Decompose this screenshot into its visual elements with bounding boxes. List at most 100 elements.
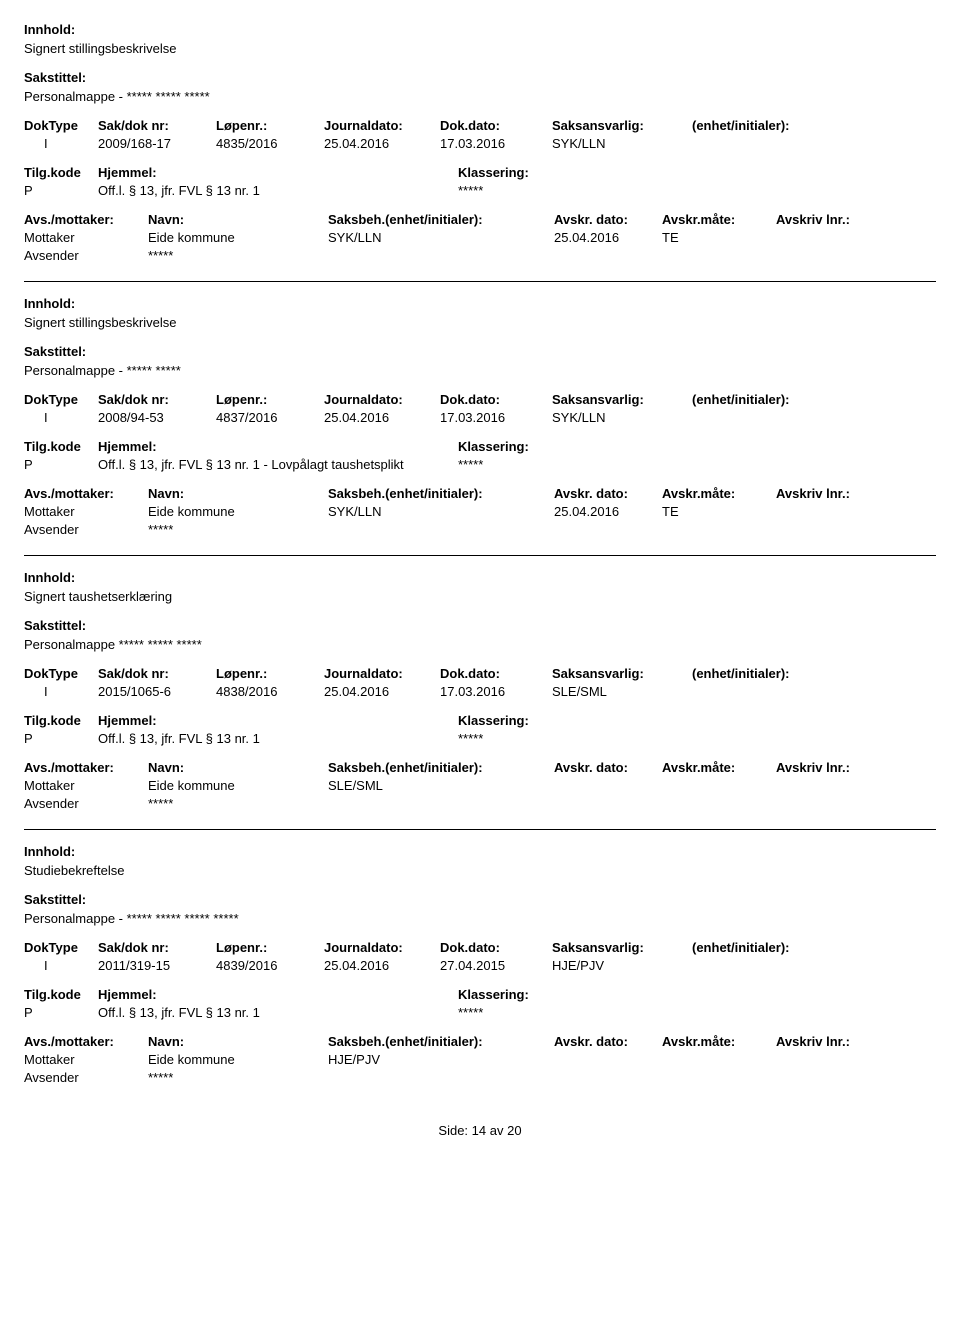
meta-data-row: I 2011/319-15 4839/2016 25.04.2016 27.04… (24, 958, 936, 973)
val-dokdato: 17.03.2016 (440, 136, 552, 151)
mottaker-avskrlnr (776, 778, 886, 793)
access-data-row: P Off.l. § 13, jfr. FVL § 13 nr. 1 ***** (24, 1005, 936, 1020)
hdr-saksansvarlig: Saksansvarlig: (552, 118, 692, 133)
val-journaldato: 25.04.2016 (324, 684, 440, 699)
mottaker-saksbeh: SYK/LLN (328, 504, 554, 519)
hdr-klassering: Klassering: (458, 165, 658, 180)
meta-header-row: DokType Sak/dok nr: Løpenr.: Journaldato… (24, 940, 936, 955)
entry-divider (24, 281, 936, 282)
hdr-avskrlnr: Avskriv lnr.: (776, 1034, 886, 1049)
hdr-enhet: (enhet/initialer): (692, 118, 862, 133)
journal-entry: Innhold: Signert taushetserklæring Sakst… (24, 570, 936, 811)
hdr-sakdok: Sak/dok nr: (98, 392, 216, 407)
hdr-tilgkode: Tilg.kode (24, 713, 98, 728)
journal-entry: Innhold: Signert stillingsbeskrivelse Sa… (24, 296, 936, 537)
hdr-avsmot: Avs./mottaker: (24, 212, 148, 227)
hdr-hjemmel: Hjemmel: (98, 439, 458, 454)
hdr-journaldato: Journaldato: (324, 392, 440, 407)
val-journaldato: 25.04.2016 (324, 410, 440, 425)
hdr-doktype: DokType (24, 666, 98, 681)
val-enhet (692, 136, 862, 151)
hdr-avskrmate: Avskr.måte: (662, 1034, 776, 1049)
val-hjemmel: Off.l. § 13, jfr. FVL § 13 nr. 1 (98, 731, 458, 746)
innhold-value: Signert stillingsbeskrivelse (24, 315, 936, 330)
hdr-avskrlnr: Avskriv lnr.: (776, 486, 886, 501)
val-lopenr: 4835/2016 (216, 136, 324, 151)
hdr-sakdok: Sak/dok nr: (98, 940, 216, 955)
side-av: av (490, 1123, 504, 1138)
hdr-navn: Navn: (148, 486, 328, 501)
hdr-dokdato: Dok.dato: (440, 392, 552, 407)
val-enhet (692, 958, 862, 973)
access-header-row: Tilg.kode Hjemmel: Klassering: (24, 987, 936, 1002)
hdr-avsmot: Avs./mottaker: (24, 760, 148, 775)
mottaker-row: Mottaker Eide kommune HJE/PJV (24, 1052, 936, 1067)
mottaker-row: Mottaker Eide kommune SYK/LLN 25.04.2016… (24, 230, 936, 245)
val-lopenr: 4839/2016 (216, 958, 324, 973)
val-saksansvarlig: SYK/LLN (552, 136, 692, 151)
val-journaldato: 25.04.2016 (324, 958, 440, 973)
val-sakdok: 2009/168-17 (98, 136, 216, 151)
mottaker-avskrmate: TE (662, 504, 776, 519)
val-hjemmel: Off.l. § 13, jfr. FVL § 13 nr. 1 (98, 1005, 458, 1020)
hdr-sakdok: Sak/dok nr: (98, 118, 216, 133)
page-current: 14 (472, 1123, 486, 1138)
sakstittel-label: Sakstittel: (24, 344, 936, 359)
val-saksansvarlig: SYK/LLN (552, 410, 692, 425)
mottaker-navn: Eide kommune (148, 504, 328, 519)
mottaker-navn: Eide kommune (148, 230, 328, 245)
party-header-row: Avs./mottaker: Navn: Saksbeh.(enhet/init… (24, 212, 936, 227)
hdr-enhet: (enhet/initialer): (692, 666, 862, 681)
val-sakdok: 2015/1065-6 (98, 684, 216, 699)
access-data-row: P Off.l. § 13, jfr. FVL § 13 nr. 1 - Lov… (24, 457, 936, 472)
hdr-enhet: (enhet/initialer): (692, 940, 862, 955)
page-footer: Side: 14 av 20 (24, 1123, 936, 1138)
role-mottaker: Mottaker (24, 230, 148, 245)
hdr-avskrdato: Avskr. dato: (554, 212, 662, 227)
role-avsender: Avsender (24, 796, 148, 811)
hdr-avsmot: Avs./mottaker: (24, 1034, 148, 1049)
val-hjemmel: Off.l. § 13, jfr. FVL § 13 nr. 1 - Lovpå… (98, 457, 458, 472)
role-avsender: Avsender (24, 248, 148, 263)
entry-divider (24, 829, 936, 830)
val-lopenr: 4838/2016 (216, 684, 324, 699)
access-data-row: P Off.l. § 13, jfr. FVL § 13 nr. 1 ***** (24, 183, 936, 198)
val-journaldato: 25.04.2016 (324, 136, 440, 151)
hdr-lopenr: Løpenr.: (216, 666, 324, 681)
page-total: 20 (507, 1123, 521, 1138)
val-doktype: I (24, 958, 98, 973)
journal-list: Innhold: Signert stillingsbeskrivelse Sa… (24, 22, 936, 1085)
sakstittel-label: Sakstittel: (24, 618, 936, 633)
val-enhet (692, 684, 862, 699)
sakstittel-value: Personalmappe - ***** ***** (24, 363, 936, 378)
innhold-label: Innhold: (24, 22, 936, 37)
avsender-navn: ***** (148, 522, 328, 537)
sakstittel-value: Personalmappe - ***** ***** ***** ***** (24, 911, 936, 926)
avsender-row: Avsender ***** (24, 1070, 936, 1085)
journal-entry: Innhold: Studiebekreftelse Sakstittel: P… (24, 844, 936, 1085)
access-data-row: P Off.l. § 13, jfr. FVL § 13 nr. 1 ***** (24, 731, 936, 746)
hdr-hjemmel: Hjemmel: (98, 987, 458, 1002)
hdr-journaldato: Journaldato: (324, 118, 440, 133)
hdr-saksansvarlig: Saksansvarlig: (552, 666, 692, 681)
hdr-saksansvarlig: Saksansvarlig: (552, 940, 692, 955)
hdr-avskrmate: Avskr.måte: (662, 760, 776, 775)
hdr-lopenr: Løpenr.: (216, 940, 324, 955)
sakstittel-label: Sakstittel: (24, 892, 936, 907)
hdr-navn: Navn: (148, 212, 328, 227)
val-doktype: I (24, 410, 98, 425)
mottaker-navn: Eide kommune (148, 1052, 328, 1067)
val-tilgkode: P (24, 1005, 98, 1020)
val-saksansvarlig: HJE/PJV (552, 958, 692, 973)
meta-header-row: DokType Sak/dok nr: Løpenr.: Journaldato… (24, 666, 936, 681)
role-avsender: Avsender (24, 1070, 148, 1085)
hdr-avskrmate: Avskr.måte: (662, 212, 776, 227)
hdr-saksbeh: Saksbeh.(enhet/initialer): (328, 1034, 554, 1049)
val-doktype: I (24, 136, 98, 151)
meta-data-row: I 2009/168-17 4835/2016 25.04.2016 17.03… (24, 136, 936, 151)
avsender-navn: ***** (148, 248, 328, 263)
mottaker-navn: Eide kommune (148, 778, 328, 793)
mottaker-saksbeh: SYK/LLN (328, 230, 554, 245)
innhold-value: Studiebekreftelse (24, 863, 936, 878)
val-saksansvarlig: SLE/SML (552, 684, 692, 699)
